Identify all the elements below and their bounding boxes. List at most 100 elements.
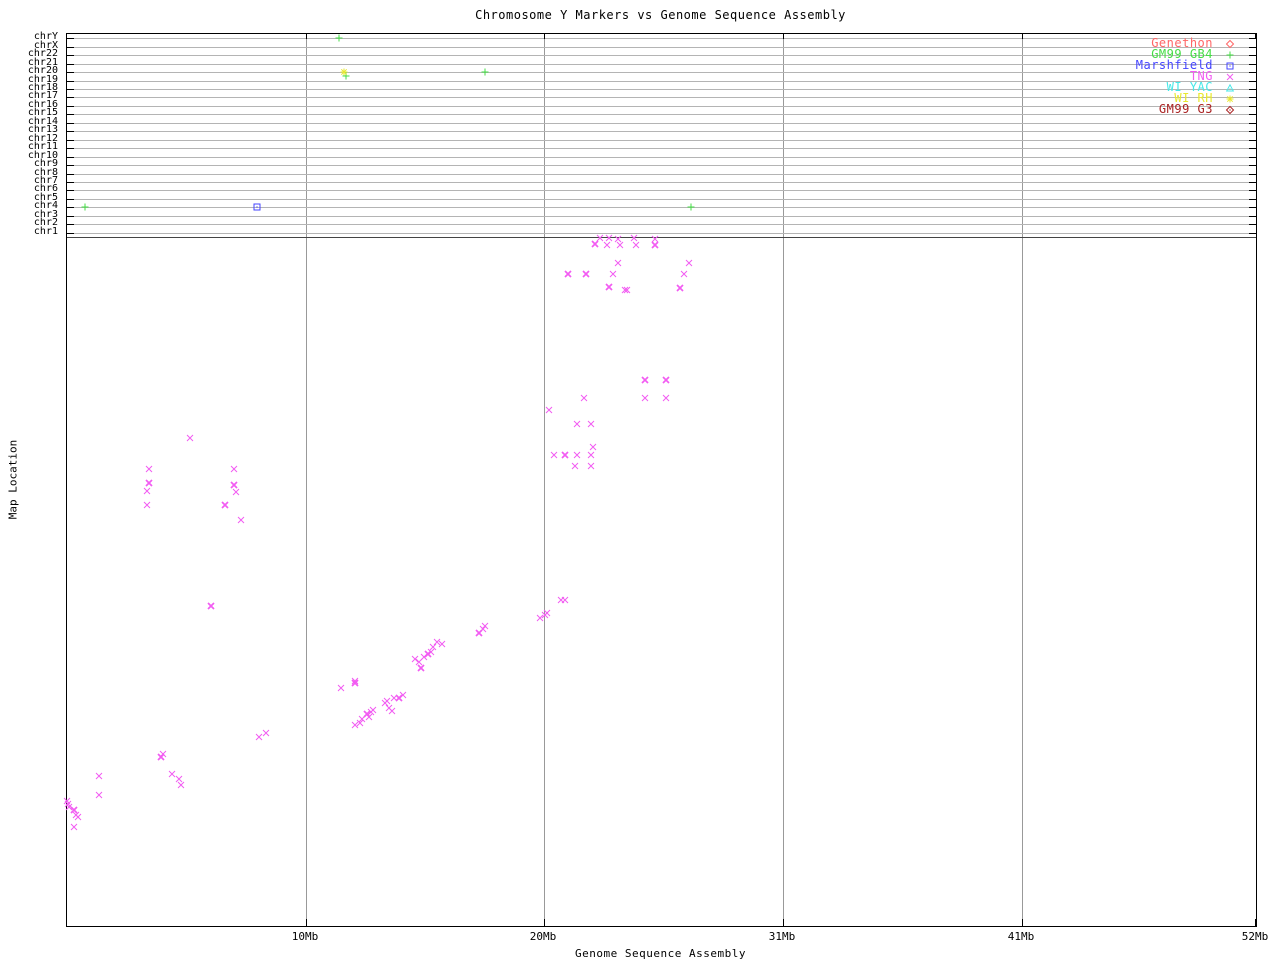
chromosome-label-chr8: chr8: [33, 167, 58, 178]
chromosome-axis-labels: chrY chrX chr22 chr21 chr20 chr19 chr18 chr17 ch…: [0, 31, 62, 237]
chromosome-tick-right: [1249, 114, 1256, 115]
chromosome-tick-right: [1249, 89, 1256, 90]
chromosome-tick-left: [67, 157, 74, 158]
tng-marker: [415, 658, 423, 666]
chromosome-tick-left: [67, 148, 74, 149]
chromosome-tick-left: [67, 207, 74, 208]
tng-marker: [383, 697, 391, 705]
chromosome-label-chr6: chr6: [33, 183, 58, 194]
chromosome-label-chr18: chr18: [27, 82, 58, 93]
tng-marker: [381, 699, 389, 707]
chromosome-row-line: [67, 106, 1256, 107]
tng-marker: [365, 713, 373, 721]
chromosome-label-chr5: chr5: [33, 192, 58, 203]
legend-label: Genethon: [1151, 36, 1213, 50]
chromosome-tick-left: [67, 72, 74, 73]
gridline: [783, 34, 784, 926]
x-tick-mark-top: [544, 34, 545, 39]
chromosome-tick-right: [1249, 131, 1256, 132]
chromosome-row-line: [67, 199, 1256, 200]
chromosome-label-chr21: chr21: [27, 57, 58, 68]
chromosome-tick-left: [67, 140, 74, 141]
tng-marker: [95, 772, 103, 780]
chromosome-tick-right: [1249, 55, 1256, 56]
tng-marker: [70, 823, 78, 831]
x-tick-mark-top: [1022, 34, 1023, 39]
chromosome-tick-right: [1249, 97, 1256, 98]
x-tick-label: 31Mb: [768, 930, 796, 943]
tng-marker: [95, 791, 103, 799]
tng-marker: [438, 640, 446, 648]
chromosome-tick-left: [67, 131, 74, 132]
chromosome-label-chr9: chr9: [33, 158, 58, 169]
chromosome-tick-left: [67, 165, 74, 166]
chromosome-row-line: [67, 148, 1256, 149]
chromosome-tick-left: [67, 47, 74, 48]
tng-marker: [550, 451, 558, 459]
chromosome-tick-left: [67, 174, 74, 175]
chromosome-tick-right: [1249, 148, 1256, 149]
tng-marker: [573, 420, 581, 428]
tng-marker: [587, 420, 595, 428]
tng-marker: [685, 259, 693, 267]
chromosome-label-chrY: chrY: [33, 31, 58, 42]
tng-marker: [337, 684, 345, 692]
band-divider: [67, 237, 1256, 238]
tng-marker: [230, 481, 238, 489]
chromosome-row-line: [67, 165, 1256, 166]
legend-label: Marshfield: [1135, 58, 1213, 72]
tng-marker: [582, 270, 590, 278]
chromosome-row-line: [67, 123, 1256, 124]
chromosome-row-line: [67, 47, 1256, 48]
tng-marker: [621, 286, 629, 294]
chromosome-tick-left: [67, 81, 74, 82]
chromosome-tick-right: [1249, 174, 1256, 175]
chromosome-tick-right: [1249, 140, 1256, 141]
chromosome-tick-left: [67, 199, 74, 200]
chromosome-tick-left: [67, 190, 74, 191]
tng-marker: [587, 462, 595, 470]
tng-marker: [358, 715, 366, 723]
tng-marker: [237, 516, 245, 524]
chromosome-tick-right: [1249, 199, 1256, 200]
legend-label: WI RH: [1174, 91, 1213, 105]
tng-marker: [564, 270, 572, 278]
tng-marker: [385, 704, 393, 712]
chromosome-row-line: [67, 55, 1256, 56]
tng-marker: [417, 664, 426, 672]
legend-label: GM99 G3: [1158, 102, 1213, 116]
triangle-icon: [1225, 83, 1235, 92]
tng-marker: [561, 451, 570, 459]
chromosome-label-chr16: chr16: [27, 99, 58, 110]
gridline: [306, 34, 307, 926]
tng-marker: [367, 708, 375, 716]
chromosome-label-chr3: chr3: [33, 209, 58, 220]
legend-row-marshfield: Marshfield: [1135, 58, 1234, 72]
tng-marker: [662, 394, 670, 402]
diamond-dot-icon: [1225, 105, 1235, 114]
x-tick-mark: [783, 919, 784, 926]
chromosome-tick-left: [67, 89, 74, 90]
x-tick-mark-top: [783, 34, 784, 39]
chromosome-tick-right: [1249, 165, 1256, 166]
tng-marker: [573, 451, 581, 459]
legend-row-tng: TNG: [1136, 70, 1234, 82]
chromosome-tick-left: [67, 55, 74, 56]
x-tick-mark-top: [1255, 34, 1256, 39]
chromosome-tick-right: [1249, 216, 1256, 217]
chromosome-label-chr13: chr13: [27, 124, 58, 135]
tng-marker: [145, 465, 153, 473]
tng-marker: [479, 625, 487, 633]
tng-marker: [557, 596, 565, 604]
chromosome-tick-right: [1249, 72, 1256, 73]
chromosome-label-chr10: chr10: [27, 150, 58, 161]
chromosome-row-line: [67, 182, 1256, 183]
chromosome-row-line: [67, 131, 1256, 132]
chromosome-row-line: [67, 72, 1256, 73]
chromosome-label-chr1: chr1: [33, 226, 58, 237]
tng-marker: [63, 797, 71, 805]
tng-marker: [157, 753, 165, 761]
x-tick-mark-top: [306, 34, 307, 39]
legend-label: WI YAC: [1166, 80, 1213, 94]
